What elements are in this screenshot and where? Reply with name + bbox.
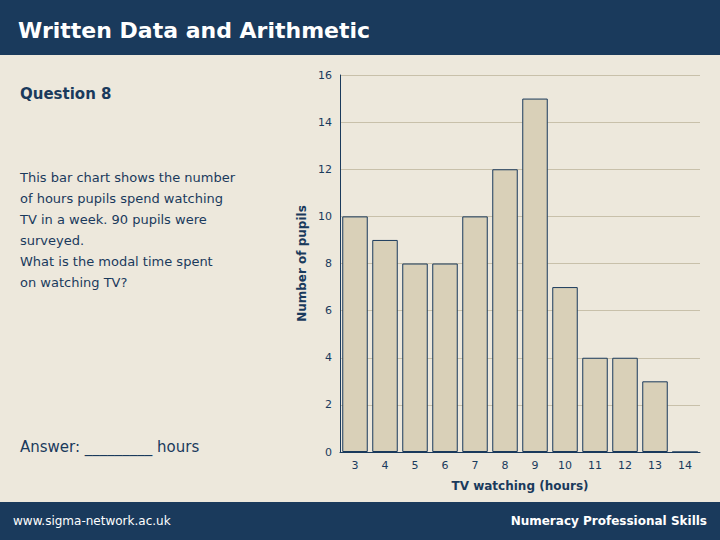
svg-text:Question 8: Question 8 (20, 85, 112, 103)
svg-text:10: 10 (558, 459, 572, 472)
svg-text:11: 11 (588, 459, 602, 472)
svg-text:TV in a week. 90 pupils were: TV in a week. 90 pupils were (19, 212, 207, 227)
svg-text:www.sigma-network.ac.uk: www.sigma-network.ac.uk (13, 514, 171, 528)
svg-text:0: 0 (325, 446, 332, 459)
svg-text:TV watching (hours): TV watching (hours) (451, 479, 588, 493)
svg-text:Answer: _________ hours: Answer: _________ hours (20, 438, 199, 457)
svg-text:Numeracy Professional Skills: Numeracy Professional Skills (511, 514, 707, 528)
svg-text:6: 6 (442, 459, 449, 472)
svg-text:14: 14 (318, 116, 332, 129)
svg-text:8: 8 (325, 257, 332, 270)
svg-text:4: 4 (325, 351, 332, 364)
svg-text:What is the modal time spent: What is the modal time spent (20, 254, 213, 269)
svg-text:of hours pupils spend watching: of hours pupils spend watching (20, 191, 223, 206)
svg-text:14: 14 (678, 459, 692, 472)
svg-text:9: 9 (532, 459, 539, 472)
svg-text:16: 16 (318, 69, 332, 82)
svg-text:5: 5 (412, 459, 419, 472)
svg-text:13: 13 (648, 459, 662, 472)
svg-text:Written Data and Arithmetic: Written Data and Arithmetic (18, 18, 370, 43)
svg-text:This bar chart shows the numbe: This bar chart shows the number (19, 170, 236, 185)
svg-text:surveyed.: surveyed. (20, 233, 84, 248)
svg-text:4: 4 (382, 459, 389, 472)
svg-text:3: 3 (352, 459, 359, 472)
svg-text:12: 12 (318, 163, 332, 176)
svg-text:10: 10 (318, 210, 332, 223)
svg-text:8: 8 (502, 459, 509, 472)
svg-text:7: 7 (472, 459, 479, 472)
svg-text:Number of pupils: Number of pupils (295, 205, 309, 322)
svg-text:2: 2 (325, 398, 332, 411)
svg-text:on watching TV?: on watching TV? (20, 275, 127, 290)
svg-text:6: 6 (325, 304, 332, 317)
svg-text:12: 12 (618, 459, 632, 472)
